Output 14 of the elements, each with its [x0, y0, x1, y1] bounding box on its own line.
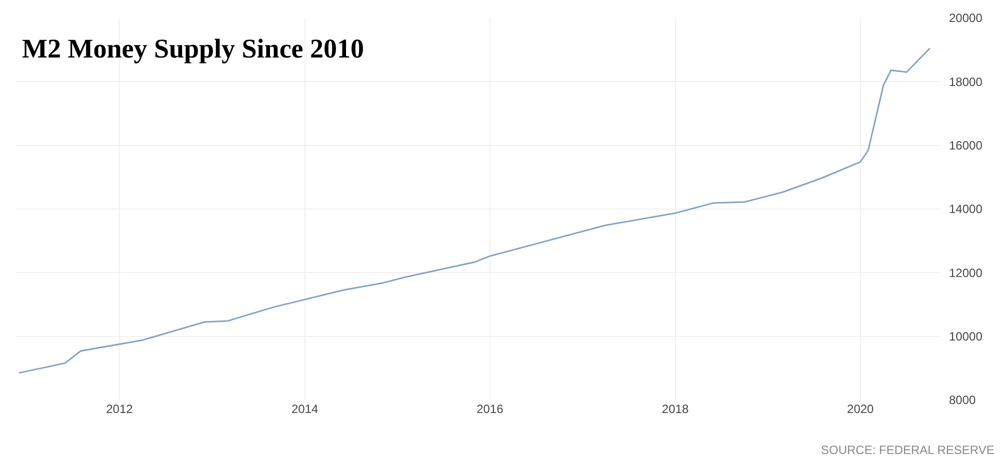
x-tick-label: 2016 [476, 402, 504, 416]
x-tick-label: 2012 [106, 402, 134, 416]
y-tick-label: 18000 [949, 74, 983, 89]
y-tick-label: 10000 [949, 330, 983, 344]
text: M2 Money Supply Since 2010 [22, 33, 364, 64]
source-note: SOURCE: FEDERAL RESERVE [821, 443, 994, 457]
y-tick-label: 14000 [949, 202, 983, 216]
y-tick-label: 16000 [949, 138, 983, 153]
y-tick-label: 12000 [949, 266, 983, 280]
y-tick-label: 20000 [949, 11, 983, 26]
x-tick-label: 2018 [662, 402, 689, 416]
y-tick-label: 8000 [949, 393, 976, 408]
x-tick-label: 2014 [291, 402, 318, 416]
x-tick-label: 2020 [847, 402, 874, 416]
